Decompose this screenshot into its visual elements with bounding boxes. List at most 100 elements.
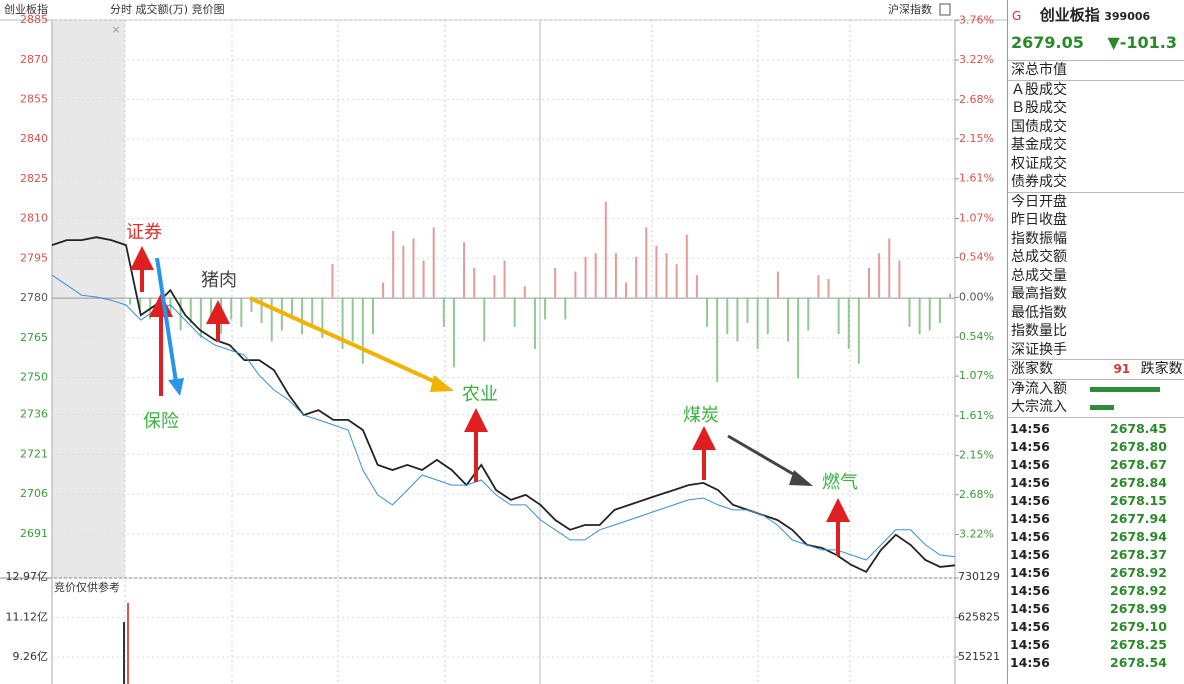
index-switch[interactable]: 沪深指数	[888, 2, 932, 16]
tick-price: 2678.67	[1110, 456, 1167, 472]
tick-row: 14:56 2679.10	[1008, 618, 1184, 636]
y-tick-label: 2765	[20, 331, 48, 344]
y-tick-label: 2870	[20, 53, 48, 66]
volume-tick-label: 11.12亿	[6, 610, 49, 623]
tick-row: 14:56 2678.92	[1008, 564, 1184, 582]
tick-time: 14:56	[1010, 510, 1050, 526]
tick-time: 14:56	[1010, 546, 1050, 562]
stat-label: 国债成交	[1011, 118, 1067, 135]
y2-tick-label: 0.54%	[959, 251, 994, 264]
flow-label: 大宗流入	[1011, 399, 1067, 415]
tick-row: 14:56 2678.45	[1008, 420, 1184, 438]
y-tick-label: 2750	[20, 371, 48, 384]
stat-label: 昨日收盘	[1011, 212, 1067, 228]
stat-label: 总成交量	[1011, 267, 1067, 284]
tick-time: 14:56	[1010, 564, 1050, 580]
tick-price: 2678.92	[1110, 564, 1167, 580]
close-icon[interactable]: ×	[111, 23, 120, 36]
index-code: 399006	[1104, 10, 1151, 23]
stat-label: 指数振幅	[1011, 230, 1067, 247]
tick-price: 2677.94	[1110, 510, 1167, 526]
y-tick-label: 2840	[20, 132, 48, 145]
time-grid	[124, 10, 851, 684]
tick-row: 14:56 2678.54	[1008, 654, 1184, 672]
price-line	[51, 236, 956, 574]
annotation: 农业	[462, 384, 498, 405]
y-tick-label: 2706	[20, 487, 48, 500]
y-tick-label: 2795	[20, 251, 48, 264]
y2-tick-label: 3.22%	[959, 528, 994, 541]
tick-price: 2678.84	[1110, 474, 1167, 490]
y2-tick-label: 3.76%	[959, 13, 994, 26]
stat-label: 债券成交	[1011, 174, 1067, 190]
tick-list: 14:56 2678.45 14:56 2678.80 14:56 2678.67 14:5…	[1008, 416, 1184, 672]
stat-label: 指数量比	[1011, 323, 1067, 339]
tick-row: 14:56 2678.94	[1008, 528, 1184, 546]
chart-title: 创业板指	[4, 2, 48, 16]
annotation: 证券	[126, 222, 162, 243]
y2-tick-label: 3.22%	[959, 53, 994, 66]
annotation: 保险	[143, 411, 179, 432]
volume-tick-label: 9.26亿	[13, 650, 49, 663]
annotation: 猪肉	[201, 270, 237, 291]
y-tick-label: 2885	[20, 13, 48, 26]
y2-tick-label: 2.15%	[959, 449, 994, 462]
tick-time: 14:56	[1010, 492, 1050, 508]
quote-price-row: 2679.05 ▼-101.3	[1008, 30, 1184, 60]
y2-tick-label: 2.68%	[959, 93, 994, 106]
y-tick-label: 2780	[20, 291, 48, 304]
tick-row: 14:56 2677.94	[1008, 510, 1184, 528]
marker: G	[1012, 9, 1022, 23]
stat-label: 基金成交	[1011, 137, 1067, 153]
volume-y2-label: 625825	[958, 611, 1000, 624]
y-tick-label: 2855	[20, 93, 48, 106]
flows: 净流入额 大宗流入	[1008, 378, 1184, 417]
tick-time: 14:56	[1010, 420, 1050, 436]
annotation: 燃气	[822, 472, 858, 493]
y2-tick-label: 1.61%	[959, 409, 994, 422]
volume-note: 竞价仅供参考	[54, 580, 120, 594]
y-tick-label: 2825	[20, 172, 48, 185]
tick-time: 14:56	[1010, 438, 1050, 454]
tabs: 分时 成交额(万) 竞价图	[110, 2, 225, 16]
volume-y2-label: 730129	[958, 570, 1000, 583]
stat-label: 最低指数	[1011, 304, 1067, 321]
annotation-arrows	[130, 246, 850, 556]
y2-tick-label: 1.07%	[959, 369, 994, 382]
stat-label: 最高指数	[1011, 286, 1067, 302]
stat-label: 权证成交	[1011, 155, 1067, 172]
y2-tick-label: 1.07%	[959, 211, 994, 224]
tick-row: 14:56 2678.99	[1008, 600, 1184, 618]
tick-row: 14:56 2678.84	[1008, 474, 1184, 492]
tick-price: 2678.94	[1110, 528, 1167, 544]
y2-tick-label: 1.61%	[959, 172, 994, 185]
tick-time: 14:56	[1010, 582, 1050, 598]
tick-time: 14:56	[1010, 456, 1050, 472]
y2-tick-label: 0.00%	[959, 290, 994, 303]
auction-area	[52, 10, 125, 578]
y-tick-label: 2691	[20, 527, 48, 540]
index-name: 创业板指	[1039, 6, 1100, 24]
price: 2679.05	[1011, 33, 1084, 52]
quote-panel: G 创业板指 399006 2679.05 ▼-101.3 深总市值 Ａ股成交 Ｂ股…	[1007, 0, 1184, 684]
tick-time: 14:56	[1010, 474, 1050, 490]
tick-price: 2678.37	[1110, 546, 1167, 562]
tick-time: 14:56	[1010, 636, 1050, 652]
tick-row: 14:56 2678.92	[1008, 582, 1184, 600]
tick-time: 14:56	[1010, 618, 1050, 634]
up-label: 涨家数	[1011, 361, 1053, 377]
header-bar	[0, 0, 1007, 20]
stat-label: 今日开盘	[1008, 191, 1184, 212]
stat-label: 深证换手	[1011, 341, 1067, 358]
tick-row: 14:56 2678.67	[1008, 456, 1184, 474]
stat-label: Ａ股成交	[1008, 79, 1184, 100]
tick-price: 2678.15	[1110, 492, 1167, 508]
tick-price: 2678.80	[1110, 438, 1167, 454]
tick-time: 14:56	[1010, 600, 1050, 616]
tick-price: 2678.45	[1110, 420, 1167, 436]
y-tick-label: 2721	[20, 447, 48, 460]
chart: 创业板指 分时 成交额(万) 竞价图 沪深指数 × 竞价仅供参考 2885 287…	[0, 0, 1007, 684]
up-count: 91	[1113, 362, 1131, 376]
tick-row: 14:56 2678.25	[1008, 636, 1184, 654]
toggle-icon[interactable]	[939, 3, 951, 16]
